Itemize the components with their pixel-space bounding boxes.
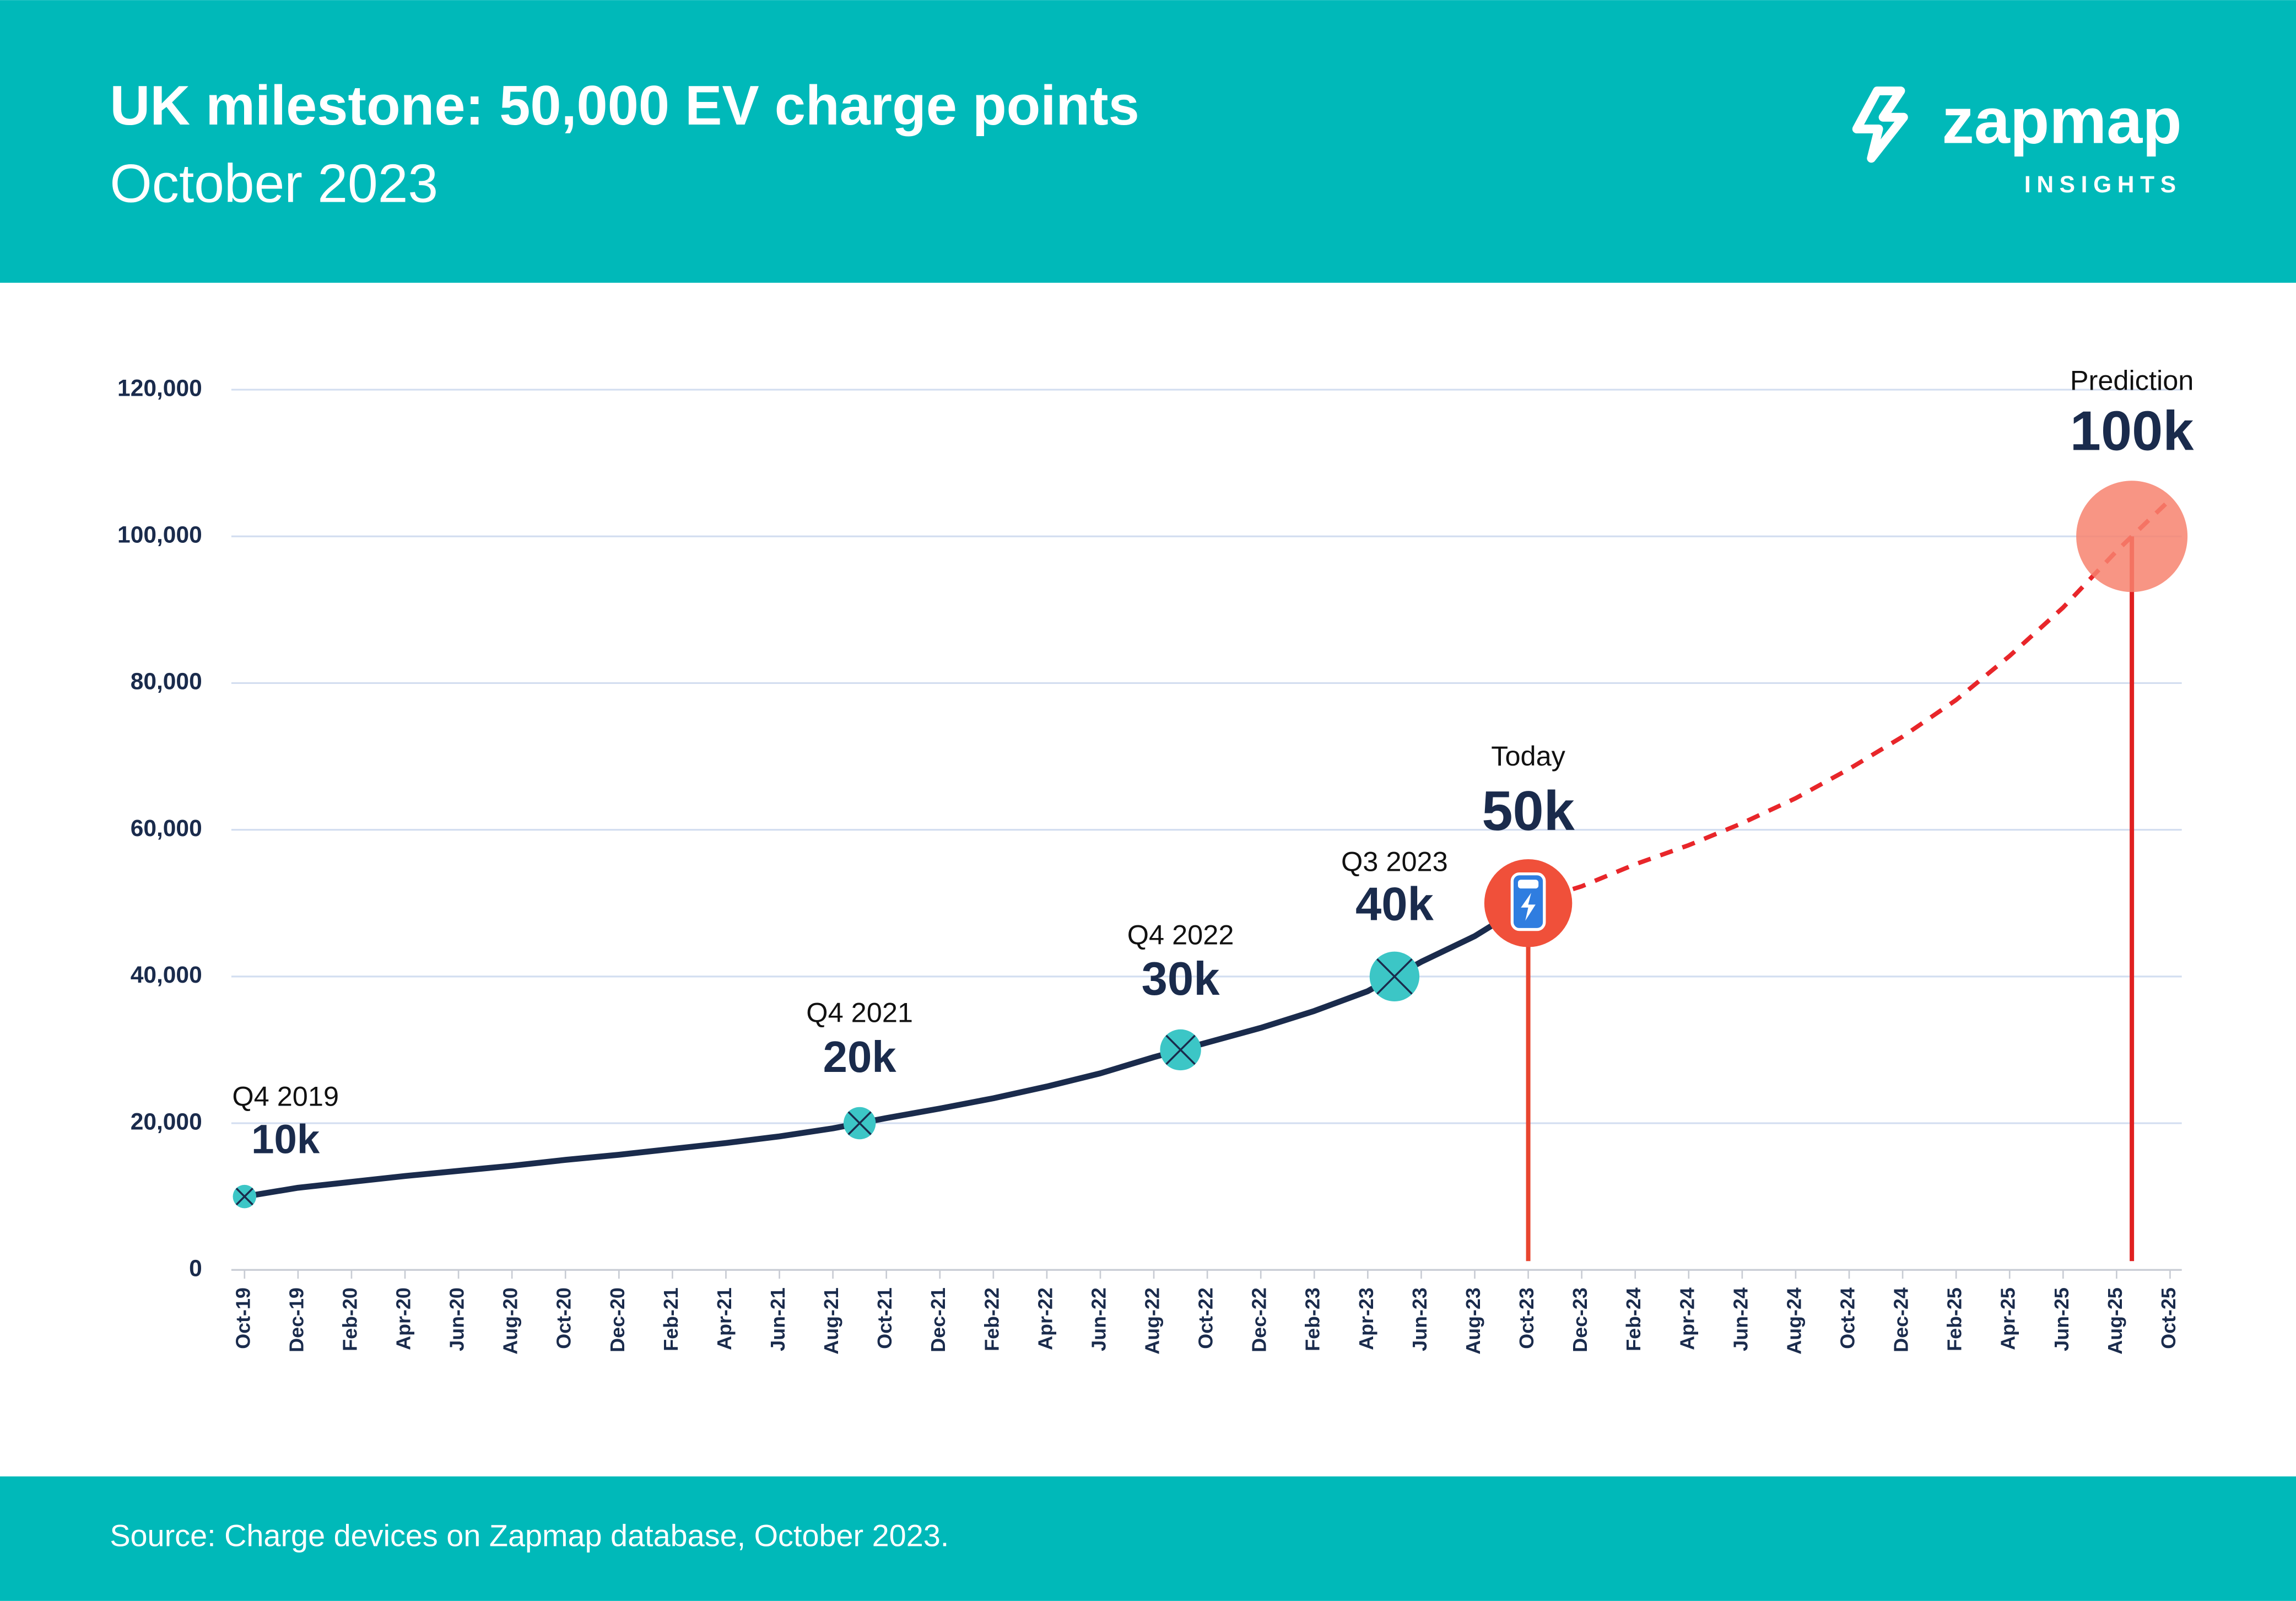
x-tick-label: Feb-23 (1302, 1287, 1324, 1351)
marker-cross (847, 1111, 872, 1135)
x-tick-label: Jun-24 (1730, 1287, 1752, 1351)
x-tick-label: Apr-23 (1355, 1287, 1377, 1350)
milestone-value-label: 20k (823, 1032, 897, 1081)
milestone-marker (2076, 481, 2188, 592)
marker-cross (1165, 1034, 1196, 1065)
x-tick-label: Feb-20 (339, 1287, 361, 1351)
milestone-label: Q4 2021 (806, 997, 913, 1028)
chart-subtitle: October 2023 (110, 153, 438, 213)
x-tick-label: Dec-24 (1890, 1287, 1913, 1352)
x-tick-label: Oct-25 (2158, 1287, 2180, 1349)
brand-tagline: INSIGHTS (2024, 172, 2182, 198)
x-tick-label: Feb-24 (1623, 1287, 1645, 1351)
marker-cross (235, 1188, 253, 1206)
x-tick-label: Apr-22 (1034, 1287, 1056, 1350)
x-tick-label: Apr-20 (392, 1287, 414, 1350)
x-tick-label: Oct-22 (1195, 1287, 1217, 1349)
milestone-value-label: 30k (1142, 953, 1220, 1005)
milestone-label: Prediction (2070, 365, 2194, 396)
y-tick-label: 120,000 (117, 375, 202, 401)
header-band (0, 0, 2296, 283)
x-tick-label: Aug-24 (1783, 1287, 1805, 1355)
x-tick-label: Feb-21 (660, 1287, 682, 1351)
brand-name: zapmap (1942, 85, 2181, 157)
milestone-value-label: 50k (1482, 780, 1575, 842)
y-tick-label: 20,000 (131, 1109, 202, 1135)
milestone-label: Today (1491, 740, 1565, 772)
charger-screen (1517, 880, 1539, 889)
x-tick-label: Dec-22 (1249, 1287, 1271, 1352)
milestone-label: Q4 2019 (232, 1080, 339, 1112)
x-tick-label: Dec-20 (607, 1287, 629, 1352)
y-tick-label: 60,000 (131, 816, 202, 842)
x-tick-label: Aug-22 (1142, 1287, 1164, 1355)
x-tick-label: Aug-21 (820, 1287, 842, 1355)
x-tick-label: Oct-19 (232, 1287, 254, 1349)
x-tick-label: Feb-22 (981, 1287, 1003, 1351)
x-tick-label: Dec-21 (927, 1287, 949, 1352)
milestone-label: Q4 2022 (1127, 919, 1234, 951)
x-tick-label: Aug-23 (1462, 1287, 1484, 1355)
actual-line (241, 900, 1531, 1200)
x-tick-label: Jun-21 (767, 1287, 789, 1351)
x-tick-label: Oct-24 (1836, 1287, 1859, 1349)
charger-bolt (1521, 893, 1536, 921)
prediction-line (1527, 498, 2172, 905)
milestone-value-label: 40k (1355, 878, 1434, 930)
x-tick-label: Dec-19 (285, 1287, 307, 1352)
y-tick-label: 100,000 (117, 522, 202, 548)
footer-band (0, 1476, 2296, 1601)
milestone-label: Q3 2023 (1341, 846, 1448, 877)
x-tick-label: Dec-23 (1569, 1287, 1591, 1352)
x-tick-label: Jun-22 (1088, 1287, 1110, 1351)
x-tick-label: Feb-25 (1944, 1287, 1966, 1351)
x-tick-label: Aug-20 (500, 1287, 522, 1355)
x-tick-label: Apr-24 (1676, 1287, 1698, 1350)
x-tick-label: Oct-20 (553, 1287, 575, 1349)
y-tick-label: 0 (189, 1255, 202, 1281)
x-tick-label: Apr-25 (1997, 1287, 2019, 1350)
logo-icon (1852, 86, 1908, 163)
x-tick-label: Oct-23 (1516, 1287, 1538, 1349)
x-tick-label: Jun-25 (2051, 1287, 2073, 1351)
x-tick-label: Oct-21 (874, 1287, 896, 1349)
x-tick-label: Apr-21 (714, 1287, 736, 1350)
x-tick-label: Aug-25 (2104, 1287, 2126, 1355)
milestone-value-label: 10k (251, 1116, 320, 1162)
x-tick-label: Jun-20 (446, 1287, 468, 1351)
y-tick-label: 80,000 (131, 669, 202, 695)
milestone-value-label: 100k (2070, 401, 2194, 462)
chart-title: UK milestone: 50,000 EV charge points (110, 75, 1139, 137)
marker-cross (1376, 958, 1413, 995)
logo: zapmap INSIGHTS (1852, 85, 2182, 198)
x-tick-label: Jun-23 (1409, 1287, 1431, 1351)
source-note: Source: Charge devices on Zapmap databas… (110, 1518, 949, 1553)
y-tick-label: 40,000 (131, 962, 202, 988)
